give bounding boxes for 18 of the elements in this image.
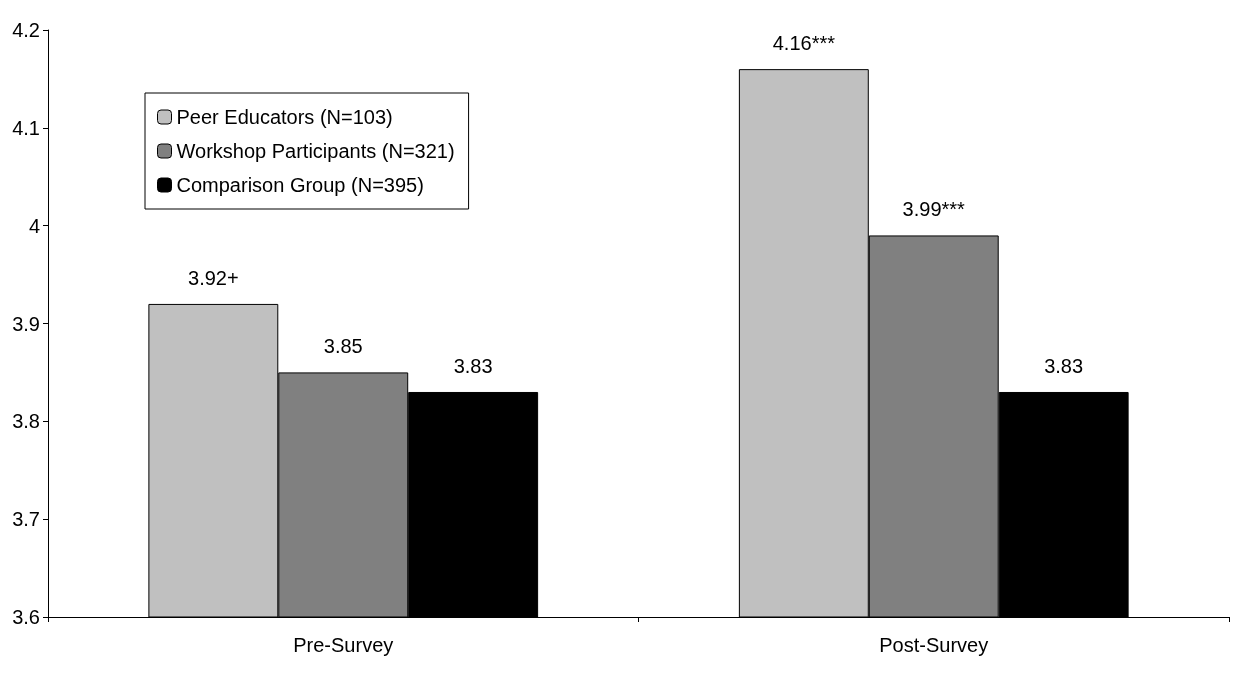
- legend-label: Peer Educators (N=103): [176, 106, 393, 128]
- data-label: 3.92+: [188, 266, 239, 289]
- legend-label: Comparison Group (N=395): [176, 174, 424, 196]
- y-tick-label: 4: [28, 214, 40, 237]
- data-label: 3.83: [453, 354, 493, 377]
- y-tick-label: 3.8: [12, 410, 40, 433]
- data-label: 3.99***: [902, 198, 966, 221]
- data-label: 3.85: [323, 335, 363, 358]
- y-tick-label: 4.1: [12, 116, 40, 139]
- y-tick-label: 3.9: [12, 312, 40, 335]
- data-label: 3.83: [1044, 354, 1084, 377]
- legend-label: Workshop Participants (N=321): [176, 140, 455, 162]
- y-tick-label: 3.7: [12, 508, 40, 531]
- y-tick-label: 3.6: [12, 606, 40, 628]
- x-tick-label: Pre-Survey: [293, 634, 394, 656]
- y-tick-label: 4.2: [12, 19, 40, 41]
- x-tick-label: Post-Survey: [879, 634, 989, 656]
- data-label: 4.16***: [772, 32, 836, 55]
